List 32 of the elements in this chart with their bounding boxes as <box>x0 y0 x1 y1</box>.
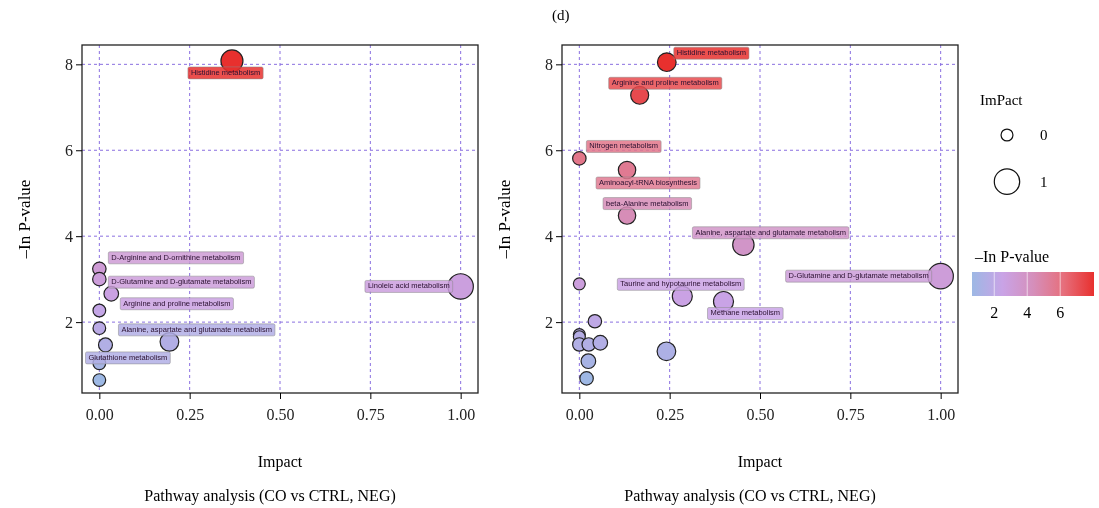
x-tick-label: 1.00 <box>927 405 956 423</box>
x-axis-title: Impact <box>737 453 783 471</box>
y-tick-label: 4 <box>65 227 73 245</box>
x-tick-label: 0.75 <box>836 405 865 423</box>
legend-label: 0 <box>1040 127 1048 143</box>
y-axis-title: –In P-value <box>15 179 34 260</box>
color-bar-label: 4 <box>1023 304 1032 321</box>
x-tick-label: 0.25 <box>176 405 205 423</box>
x-tick-label: 0.50 <box>266 405 295 423</box>
color-bar-label: 2 <box>990 304 999 321</box>
x-tick-label: 0.25 <box>656 405 685 423</box>
x-axis-title: Impact <box>257 453 303 471</box>
y-axis-title: –In P-value <box>495 179 514 260</box>
color-bar-label: 6 <box>1056 304 1065 321</box>
text: Pathway analysis (CO vs CTRL, NEG) <box>144 487 396 505</box>
legend-label: 1 <box>1040 173 1048 190</box>
y-tick-label: 2 <box>65 313 73 331</box>
x-tick-label: 0.50 <box>746 405 775 423</box>
x-tick-label: 0.00 <box>85 405 114 423</box>
text: (d) <box>552 7 570 24</box>
x-tick-label: 0.00 <box>565 405 594 423</box>
color-bar-title: –In P-value <box>974 248 1050 265</box>
x-tick-label: 0.75 <box>356 405 385 423</box>
y-tick-label: 2 <box>545 313 553 331</box>
x-tick-label: 1.00 <box>447 405 476 423</box>
y-tick-label: 8 <box>545 55 553 73</box>
y-tick-label: 6 <box>65 141 73 159</box>
y-tick-label: 6 <box>545 141 553 159</box>
text: Pathway analysis (CO vs CTRL, NEG) <box>624 487 876 505</box>
y-tick-label: 8 <box>65 55 73 73</box>
y-tick-label: 4 <box>545 227 553 245</box>
legend-title: ImPact <box>980 92 1024 108</box>
